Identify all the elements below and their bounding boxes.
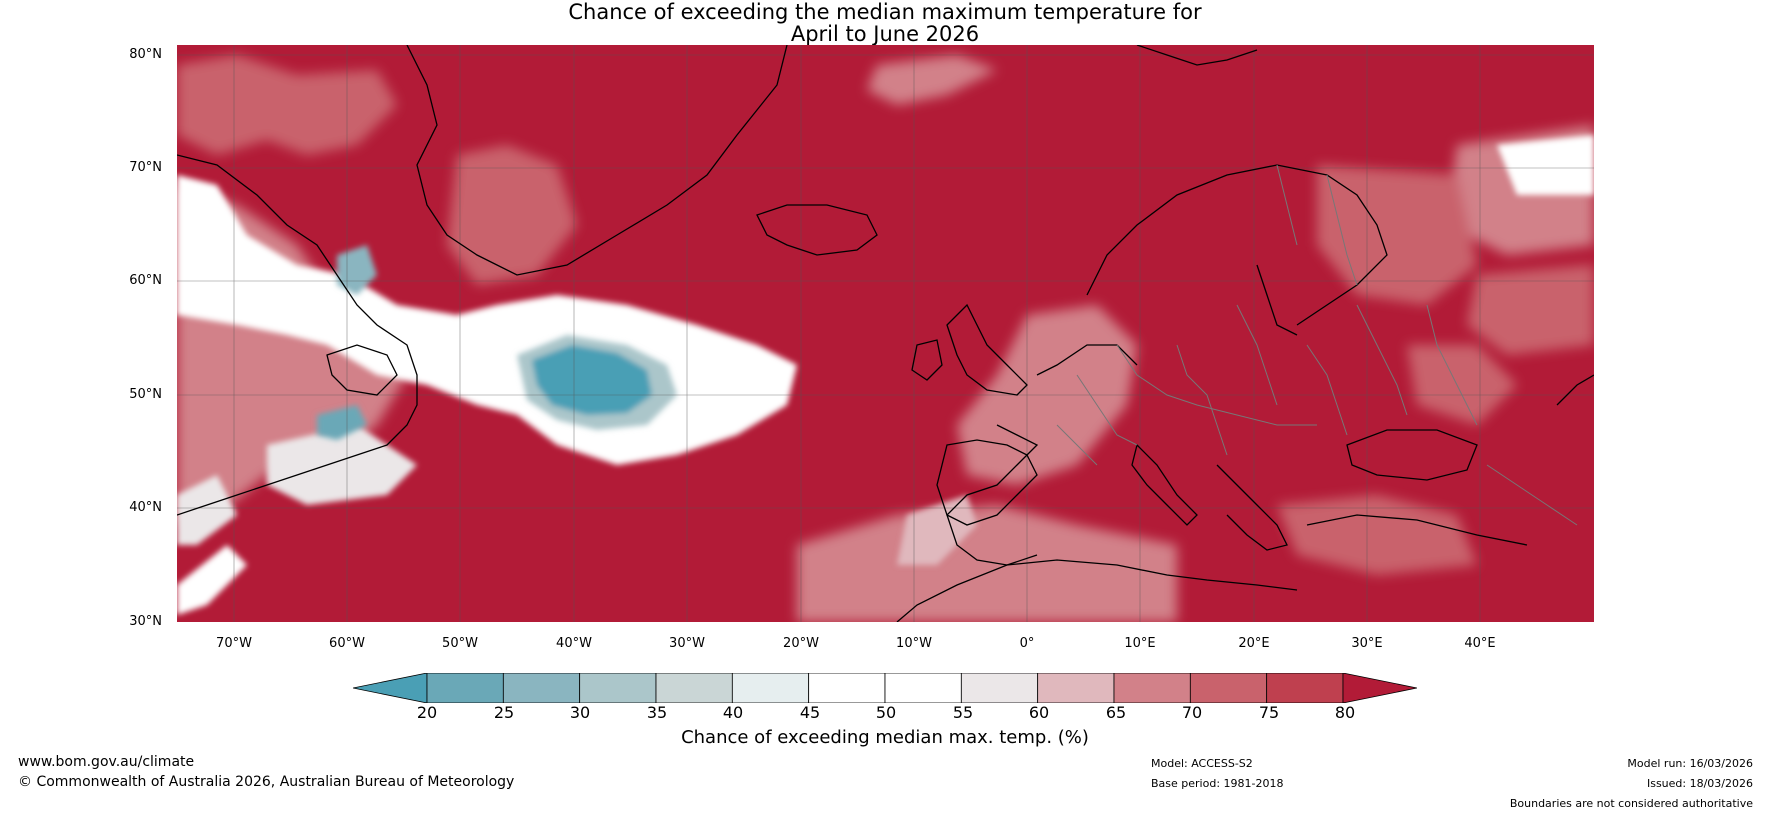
colorbar-label: Chance of exceeding median max. temp. (%… <box>681 727 1089 748</box>
graticule <box>177 45 1594 622</box>
colorbar-tick-60: 60 <box>1028 703 1050 722</box>
colorbar-tick-20: 20 <box>416 703 438 722</box>
lat-label-60n: 60°N <box>129 273 162 288</box>
colorbar-tick-65: 65 <box>1105 703 1127 722</box>
lat-label-70n: 70°N <box>129 160 162 175</box>
colorbar-tick-40: 40 <box>722 703 744 722</box>
colorbar-segment <box>426 673 504 703</box>
colorbar-tick-75: 75 <box>1258 703 1280 722</box>
lon-label-30w: 30°W <box>669 636 705 651</box>
colorbar-tick-50: 50 <box>875 703 897 722</box>
colorbar <box>353 673 1417 703</box>
colorbar-extend-high <box>1342 673 1417 703</box>
footer-disclaimer: Boundaries are not considered authoritat… <box>1509 797 1753 810</box>
lat-label-40n: 40°N <box>129 500 162 515</box>
country-borders <box>1056 164 1578 526</box>
lon-label-40e: 40°E <box>1464 636 1496 651</box>
colorbar-segment <box>502 673 581 703</box>
footer-model-run: Model run: 16/03/2026 <box>1627 757 1753 770</box>
colorbar-extend-low <box>353 673 428 703</box>
colorbar-segment <box>655 673 733 703</box>
lon-label-0: 0° <box>1019 636 1035 651</box>
map-title-line2: April to June 2026 <box>790 22 980 46</box>
lon-label-40w: 40°W <box>556 636 592 651</box>
colorbar-tick-25: 25 <box>493 703 515 722</box>
probability-map <box>177 45 1594 622</box>
lon-label-30e: 30°E <box>1351 636 1383 651</box>
footer-base-period: Base period: 1981-2018 <box>1151 777 1284 790</box>
footer-model: Model: ACCESS-S2 <box>1151 757 1253 770</box>
lon-label-10w: 10°W <box>896 636 932 651</box>
colorbar-segment <box>731 673 810 703</box>
footer-issued: Issued: 18/03/2026 <box>1646 777 1753 790</box>
lon-label-10e: 10°E <box>1124 636 1156 651</box>
footer-website: www.bom.gov.au/climate <box>18 754 195 770</box>
colorbar-tick-55: 55 <box>952 703 974 722</box>
colorbar-tick-70: 70 <box>1181 703 1203 722</box>
lat-label-80n: 80°N <box>129 47 162 62</box>
lat-label-30n: 30°N <box>129 614 162 629</box>
colorbar-segment <box>1113 673 1191 703</box>
lon-label-60w: 60°W <box>329 636 365 651</box>
lon-label-20w: 20°W <box>783 636 819 651</box>
lon-label-50w: 50°W <box>442 636 478 651</box>
colorbar-segment <box>884 673 962 703</box>
lon-label-70w: 70°W <box>216 636 252 651</box>
colorbar-segment <box>960 673 1039 703</box>
colorbar-segment <box>579 673 657 703</box>
colorbar-tick-35: 35 <box>646 703 668 722</box>
lat-label-50n: 50°N <box>129 387 162 402</box>
colorbar-tick-30: 30 <box>569 703 591 722</box>
colorbar-tick-80: 80 <box>1334 703 1356 722</box>
map-canvas <box>177 45 1594 622</box>
colorbar-segment <box>1189 673 1268 703</box>
colorbar-tick-45: 45 <box>799 703 821 722</box>
colorbar-segment <box>808 673 886 703</box>
colorbar-segment <box>1266 673 1344 703</box>
footer-copyright: © Commonwealth of Australia 2026, Austra… <box>18 774 515 790</box>
lon-label-20e: 20°E <box>1238 636 1270 651</box>
colorbar-segment <box>1037 673 1115 703</box>
map-title-line1: Chance of exceeding the median maximum t… <box>568 0 1202 24</box>
